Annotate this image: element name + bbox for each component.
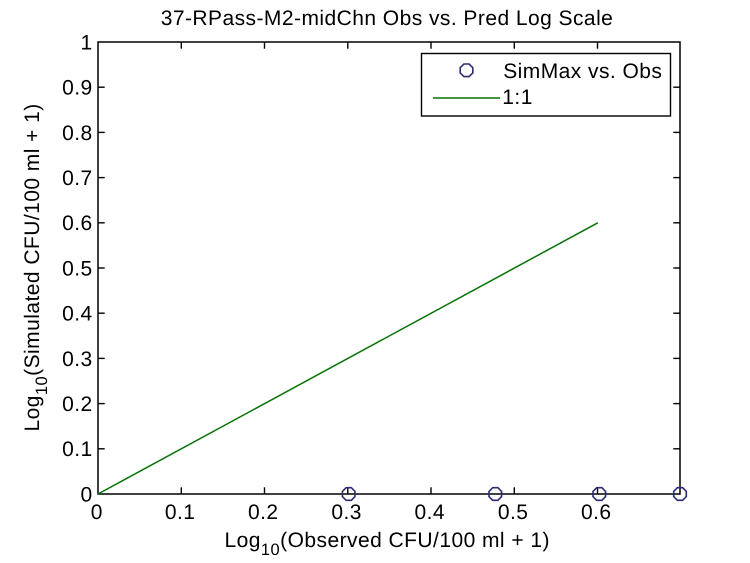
svg-text:0.6: 0.6 (581, 501, 612, 524)
svg-text:0.4: 0.4 (415, 501, 446, 524)
svg-text:0.3: 0.3 (331, 501, 362, 524)
svg-text:1:1: 1:1 (502, 86, 533, 109)
svg-text:0.8: 0.8 (62, 122, 93, 145)
svg-text:0.7: 0.7 (62, 167, 93, 190)
svg-text:1: 1 (81, 31, 93, 54)
svg-text:SimMax vs. Obs: SimMax vs. Obs (503, 60, 662, 83)
svg-text:0.1: 0.1 (165, 501, 196, 524)
svg-text:0.6: 0.6 (62, 212, 93, 235)
svg-text:0.2: 0.2 (62, 393, 93, 416)
svg-text:0.5: 0.5 (62, 257, 93, 280)
svg-text:0.3: 0.3 (62, 348, 93, 371)
svg-text:Log10(Simulated CFU/100 ml + 1: Log10(Simulated CFU/100 ml + 1) (21, 103, 51, 431)
svg-text:0.1: 0.1 (62, 438, 93, 461)
svg-text:Log10(Observed CFU/100 ml + 1): Log10(Observed CFU/100 ml + 1) (225, 529, 550, 559)
svg-text:0: 0 (81, 483, 93, 506)
svg-text:0.5: 0.5 (498, 501, 529, 524)
svg-text:0: 0 (91, 501, 103, 524)
svg-text:0.9: 0.9 (62, 77, 93, 100)
svg-text:37-RPass-M2-midChn Obs vs. Pre: 37-RPass-M2-midChn Obs vs. Pred Log Scal… (161, 7, 614, 30)
svg-text:0.4: 0.4 (62, 303, 93, 326)
svg-text:0.2: 0.2 (248, 501, 279, 524)
